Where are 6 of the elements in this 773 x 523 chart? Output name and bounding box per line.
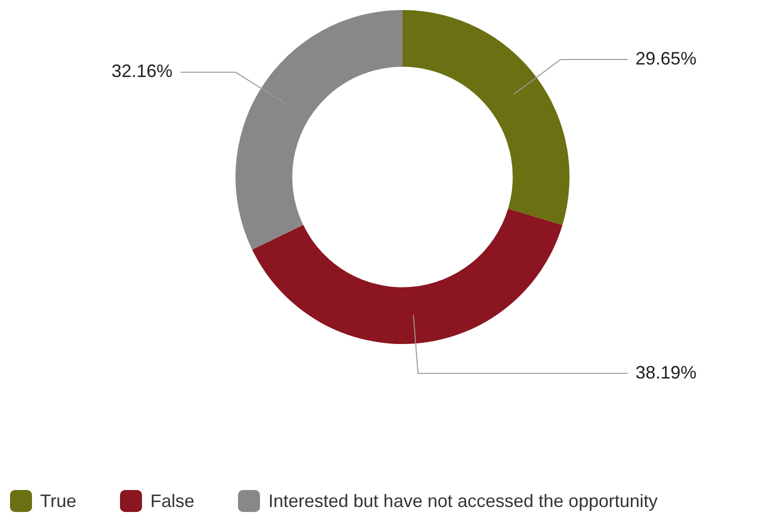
- legend-label: Interested but have not accessed the opportunity: [268, 490, 658, 512]
- data-label: 29.65%: [636, 48, 697, 68]
- data-label: 32.16%: [111, 61, 172, 82]
- legend-label: True: [40, 490, 76, 512]
- data-label: 38.19%: [636, 362, 697, 382]
- legend-label: False: [150, 490, 194, 512]
